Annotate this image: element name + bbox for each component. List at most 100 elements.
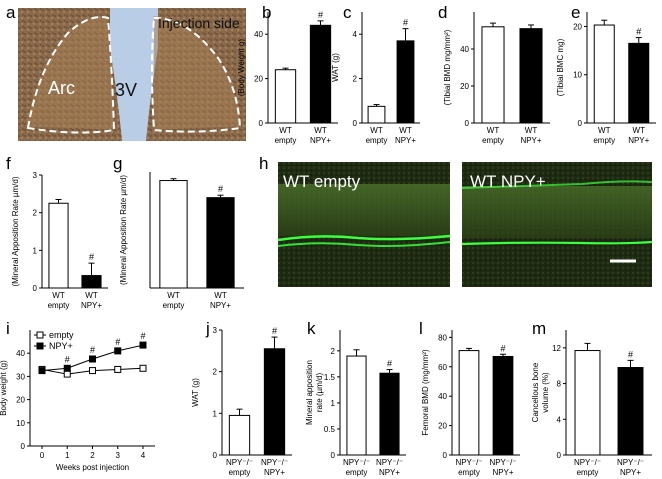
chart-f-xlabel-0-0: WT [52, 291, 65, 300]
chart-k-xlabel-1-1: NPY+ [379, 468, 400, 477]
chart-k-ytick-label-0: 0 [331, 451, 336, 460]
chart-g-xlabel-1-1: NPY+ [210, 301, 231, 310]
chart-k-ytick-label-4: 2 [331, 347, 336, 356]
chart-c-ytick-label-0: 0 [353, 119, 358, 128]
chart-m-ytick-label-3: 12 [552, 344, 561, 353]
chart-b-xlabel-1-1: NPY+ [310, 136, 331, 145]
chart-c-sig-1: # [403, 18, 408, 28]
chart-b-ytick-label-1: 20 [254, 75, 263, 84]
panel-letter-m: m [532, 319, 547, 338]
panel-letter-d: d [438, 3, 448, 22]
chart-k-ytick-label-1: 0.5 [324, 425, 336, 434]
chart-j-ylabel: WAT (g) [191, 378, 200, 407]
panel-letter-l: l [419, 319, 423, 338]
arc-label: Arc [48, 78, 75, 98]
panel-letter-f: f [6, 154, 11, 173]
chart-d-ytick-label-0: 0 [465, 119, 470, 128]
chart-i-legend-marker-1 [36, 342, 44, 350]
chart-e-xlabel-0-0: WT [598, 126, 611, 135]
chart-m-ytick-label-1: 4 [557, 415, 562, 424]
chart-j-bar-0 [228, 414, 251, 456]
panel-letter-c: c [343, 3, 352, 22]
chart-j-sig-1: # [272, 326, 277, 336]
chart-j-ytick-label-3: 3 [213, 326, 218, 335]
chart-f-bar-0 [48, 202, 69, 289]
chart-k-ylabel: Mineral appositionrate (µm/d) [305, 360, 324, 425]
chart-m-xlabel-1-1: NPY+ [620, 468, 641, 477]
chart-j-bar-1 [263, 348, 286, 456]
chart-k-ytick-label-3: 1.5 [324, 373, 336, 382]
chart-d-xlabel-1-1: NPY+ [520, 136, 541, 145]
chart-m-bar-1 [617, 367, 644, 456]
panel-letter-k: k [307, 319, 316, 338]
chart-c-ylabel: WAT (g) [331, 53, 340, 82]
chart-e-bar-0 [593, 24, 615, 124]
chart-i-series-0-point-1 [63, 370, 71, 378]
chart-i-ylabel: Body weight (g) [0, 360, 8, 416]
chart-g-ylabel: (Mineral Apposition Rate µm/d) [119, 175, 128, 285]
chart-f-ytick-label-3: 3 [33, 171, 38, 180]
chart-i-series-0-point-3 [114, 365, 122, 373]
chart-m-sig-1: # [628, 349, 633, 359]
chart-k-xlabel-1-0: NPY⁻/⁻ [376, 458, 403, 467]
chart-i-series-1-point-3 [114, 347, 122, 355]
micrograph-wt-empty: WT empty [278, 162, 450, 287]
chart-i-xlabel: Weeks post injection [56, 463, 129, 472]
chart-e-sig-1: # [636, 27, 641, 37]
chart-f-ylabel: (Mineral Apposition Rate µm/d) [11, 176, 20, 286]
chart-i-xtick-label-4: 4 [141, 451, 146, 460]
wt-npy-label: WT NPY+ [470, 172, 546, 191]
chart-m-xlabel-0-1: empty [577, 468, 599, 477]
chart-i-series-0-point-2 [89, 367, 96, 375]
chart-i-xtick-label-3: 3 [116, 451, 121, 460]
chart-e-ylabel: (Tibial BMC mg) [556, 38, 565, 96]
chart-i-legend-label-1: NPY+ [49, 341, 73, 351]
panel-letter-a: a [6, 3, 16, 22]
chart-d-xlabel-0-1: empty [482, 136, 504, 145]
chart-c-bar-1 [396, 40, 415, 124]
chart-k-sig-1: # [387, 359, 392, 369]
chart-c-xlabel-0-0: WT [370, 126, 383, 135]
chart-m-ytick-label-2: 8 [557, 380, 562, 389]
chart-c-ytick-label-1: 2 [353, 75, 358, 84]
chart-l-bar-0 [458, 350, 480, 456]
chart-l-xlabel-0-1: empty [458, 468, 480, 477]
chart-f-xlabel-0-1: empty [48, 301, 70, 310]
chart-b-xlabel-0-0: WT [279, 126, 292, 135]
chart-k-bar-0 [346, 355, 367, 456]
chart-l-ytick-label-0: 0 [443, 451, 448, 460]
chart-b-ytick-label-0: 0 [259, 119, 264, 128]
micrograph-hypothalamus: Arc 3V Injection side [18, 8, 246, 141]
chart-i-xtick-label-0: 0 [40, 451, 45, 460]
chart-f-xlabel-1-1: NPY+ [81, 301, 102, 310]
chart-j-xlabel-1-1: NPY+ [264, 468, 285, 477]
chart-g-xlabel-1-0: WT [214, 291, 227, 300]
chart-g-bar-0 [159, 180, 188, 289]
chart-f-ytick-label-2: 2 [33, 209, 38, 218]
chart-m-ylabel: Cancellous bonevolume (%) [531, 362, 550, 422]
chart-e-xlabel-1-0: WT [633, 126, 646, 135]
chart-b-sig-1: # [318, 10, 323, 20]
chart-l-ylabel: Femoral BMD (mg/mm²) [421, 349, 430, 436]
panel-letter-b: b [262, 3, 272, 22]
chart-e-ytick-label-2: 20 [573, 22, 582, 31]
chart-j-xlabel-0-1: empty [229, 468, 251, 477]
panel-letter-h: h [259, 154, 269, 173]
chart-i-ytick-label-4: 40 [16, 349, 25, 358]
chart-b-bar-0 [274, 69, 297, 124]
chart-c-ytick-label-2: 4 [353, 30, 358, 39]
chart-j-ytick-label-2: 2 [213, 368, 218, 377]
chart-i-series-1-point-0 [38, 367, 46, 375]
chart-l-sig-1: # [500, 343, 505, 353]
chart-i-legend-label-0: empty [49, 330, 74, 340]
chart-l-ytick-label-1: 20 [438, 422, 447, 431]
chart-i-series-1-point-2 [89, 355, 96, 363]
chart-d-ylabel: (Tibial BMD mg/mm²) [443, 29, 452, 105]
chart-g-sig-1: # [218, 184, 223, 194]
chart-j-ytick-label-1: 1 [213, 409, 218, 418]
injection-side-label: Injection side [158, 15, 240, 31]
chart-i-legend-marker-0 [36, 331, 44, 339]
chart-l-ytick-label-4: 80 [438, 333, 447, 342]
chart-l-ytick-label-2: 40 [438, 392, 447, 401]
